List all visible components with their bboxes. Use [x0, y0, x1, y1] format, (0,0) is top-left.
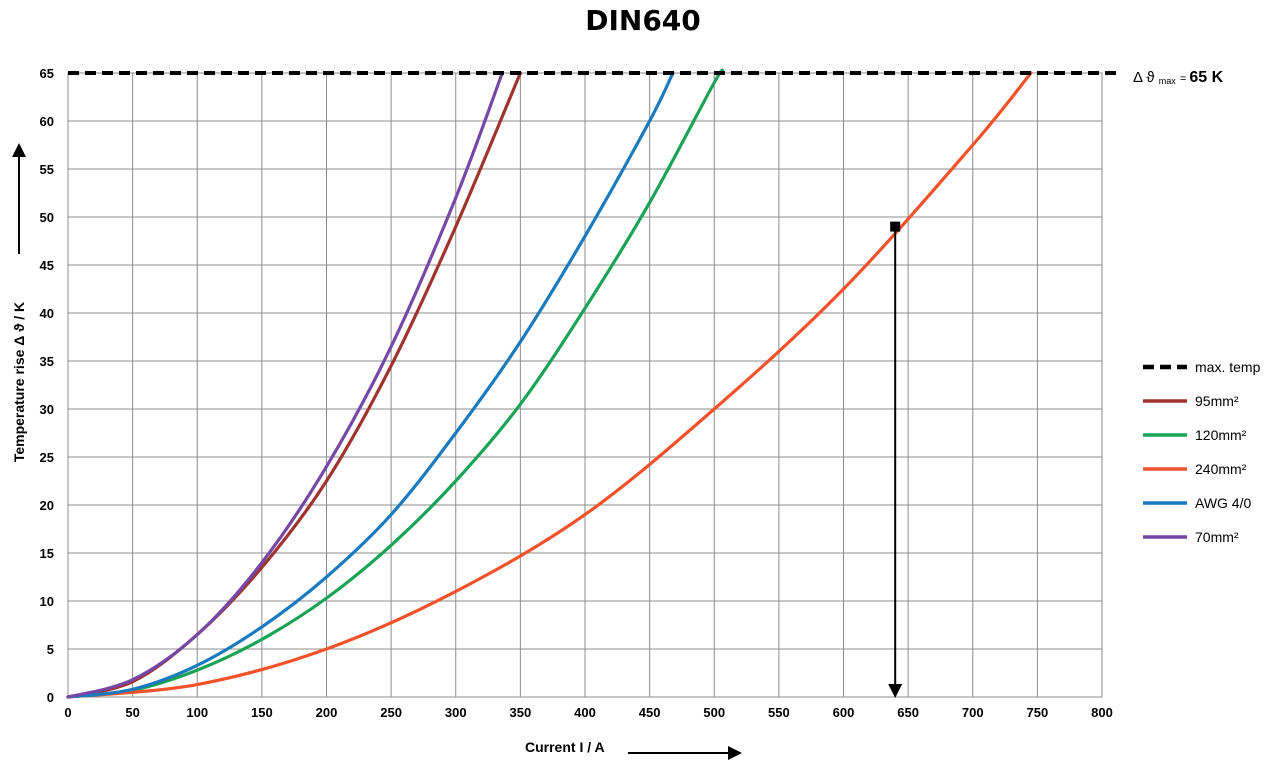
y-axis-label-group: Temperature rise Δ ϑ / K — [11, 143, 27, 462]
series-line-awg-4-0 — [66, 71, 675, 699]
max-annotation-value: 65 K — [1189, 69, 1223, 86]
x-tick-label: 700 — [962, 705, 984, 720]
y-tick-label: 35 — [40, 354, 54, 369]
y-tick-label: 10 — [40, 594, 54, 609]
x-tick-label: 100 — [186, 705, 208, 720]
legend-label: 240mm² — [1195, 461, 1247, 477]
legend-label: 95mm² — [1195, 393, 1239, 409]
legend-label: 120mm² — [1195, 427, 1247, 443]
legend-label: AWG 4/0 — [1195, 495, 1251, 511]
y-tick-label: 55 — [40, 162, 54, 177]
x-tick-label: 0 — [64, 705, 71, 720]
y-tick-label: 50 — [40, 210, 54, 225]
y-axis-label: Temperature rise Δ ϑ / K — [11, 302, 27, 462]
x-axis-label: Current I / A — [525, 739, 605, 755]
x-tick-label: 150 — [251, 705, 273, 720]
legend-label: max. temp — [1195, 359, 1261, 375]
y-tick-label: 60 — [40, 114, 54, 129]
x-tick-label: 300 — [445, 705, 467, 720]
y-tick-label: 20 — [40, 498, 54, 513]
y-tick-label: 25 — [40, 450, 54, 465]
x-tick-label: 800 — [1091, 705, 1113, 720]
grid — [67, 72, 1103, 698]
max-annotation: Δ ϑ max = 65 K — [1133, 69, 1224, 88]
series-lines — [66, 68, 1033, 699]
marker-point — [890, 221, 901, 232]
x-tick-label: 50 — [125, 705, 139, 720]
legend: max. temp 95mm² 120mm² 240mm² AWG 4/0 70mm² — [1143, 359, 1261, 545]
tick-labels: 0 50 100 150 200 250 300 350 400 450 500 550 600 650 7… — [40, 66, 1113, 720]
y-tick-label: 40 — [40, 306, 54, 321]
x-tick-label: 650 — [897, 705, 919, 720]
series-line-240mm- — [66, 71, 1033, 699]
chart-title: DIN640 — [585, 4, 701, 37]
legend-label: 70mm² — [1195, 529, 1239, 545]
x-tick-label: 450 — [639, 705, 661, 720]
y-tick-label: 45 — [40, 258, 54, 273]
x-tick-label: 600 — [833, 705, 855, 720]
x-tick-label: 550 — [768, 705, 790, 720]
x-tick-label: 200 — [316, 705, 338, 720]
y-tick-label: 30 — [40, 402, 54, 417]
max-annotation-sub: max — [1159, 76, 1177, 86]
y-tick-label: 65 — [40, 66, 54, 81]
x-tick-label: 500 — [703, 705, 725, 720]
x-tick-label: 250 — [380, 705, 402, 720]
y-tick-label: 0 — [47, 690, 54, 705]
x-tick-label: 750 — [1027, 705, 1049, 720]
y-tick-label: 15 — [40, 546, 54, 561]
max-annotation-prefix: Δ ϑ — [1133, 69, 1155, 86]
max-annotation-equals: = — [1180, 73, 1189, 85]
y-tick-label: 5 — [47, 642, 54, 657]
x-axis-label-group: Current I / A — [525, 739, 742, 760]
series-line-70mm- — [66, 71, 504, 699]
x-tick-label: 350 — [510, 705, 532, 720]
x-tick-label: 400 — [574, 705, 596, 720]
series-line-120mm- — [66, 68, 724, 699]
marker-group — [888, 221, 903, 698]
